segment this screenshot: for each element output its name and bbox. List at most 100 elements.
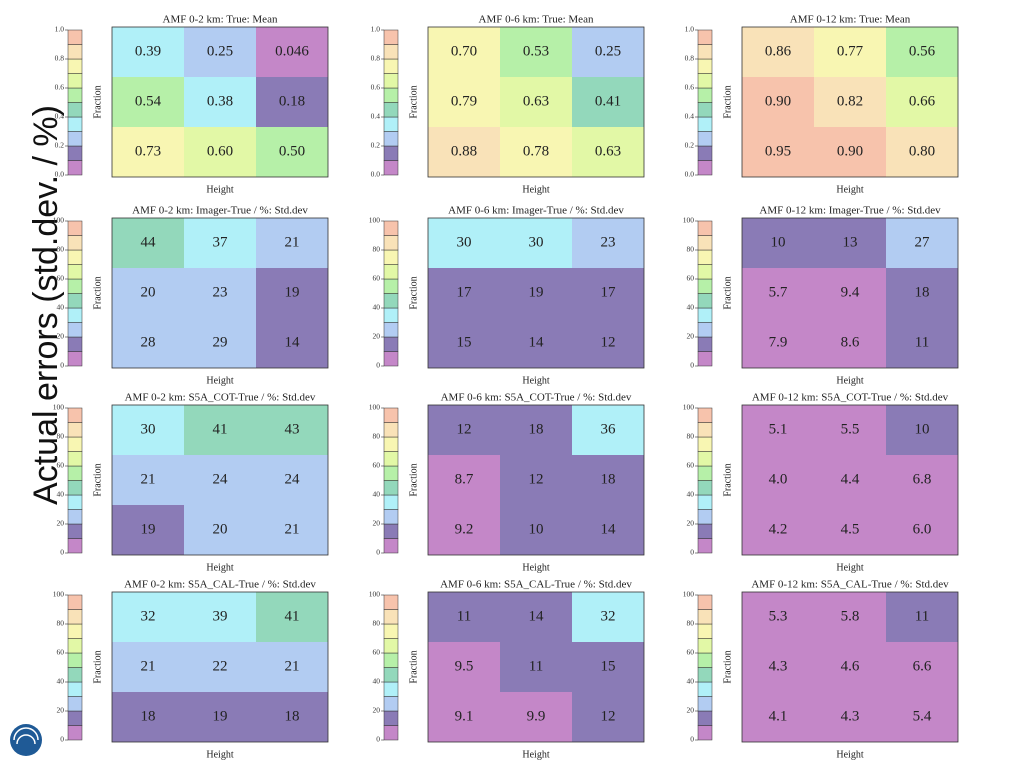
colorbar-segment bbox=[67, 436, 83, 452]
colorbar-tick-label: 100 bbox=[369, 216, 381, 225]
colorbar-tick-label: 40 bbox=[687, 677, 695, 686]
heatmap-cell bbox=[742, 405, 814, 455]
cell-label: 15 bbox=[601, 658, 616, 674]
cell-label: 0.54 bbox=[135, 93, 162, 109]
colorbar-tick-label: 60 bbox=[373, 648, 381, 657]
heatmap-cell bbox=[256, 77, 328, 127]
heatmap-cell bbox=[814, 218, 886, 268]
colorbar-tick-label: 0 bbox=[60, 361, 64, 370]
cell-label: 41 bbox=[285, 608, 300, 624]
heatmap-cell bbox=[886, 218, 958, 268]
colorbar-segment bbox=[383, 73, 399, 89]
colorbar-tick-label: 0 bbox=[690, 735, 694, 744]
colorbar-tick-label: 0.6 bbox=[685, 83, 695, 92]
heatmap-cell bbox=[500, 77, 572, 127]
cell-label: 0.70 bbox=[451, 43, 477, 59]
x-axis-label: Height bbox=[206, 562, 233, 573]
heatmap-cell bbox=[184, 127, 256, 177]
heatmap-cell bbox=[742, 592, 814, 642]
colorbar-segment bbox=[67, 160, 83, 176]
heatmap-cell bbox=[814, 455, 886, 505]
cell-label: 12 bbox=[601, 708, 616, 724]
cell-label: 4.0 bbox=[769, 471, 788, 487]
colorbar-tick-label: 0 bbox=[690, 361, 694, 370]
cell-label: 21 bbox=[285, 658, 300, 674]
cell-label: 18 bbox=[529, 421, 544, 437]
colorbar-segment bbox=[67, 235, 83, 251]
heatmap-cell bbox=[814, 268, 886, 318]
cell-label: 0.046 bbox=[275, 43, 309, 59]
cell-label: 13 bbox=[843, 234, 858, 250]
cell-label: 10 bbox=[915, 421, 930, 437]
cell-label: 32 bbox=[601, 608, 616, 624]
cell-label: 0.39 bbox=[135, 43, 161, 59]
colorbar-segment bbox=[67, 638, 83, 654]
colorbar-segment bbox=[697, 220, 713, 236]
heatmap-cell bbox=[742, 268, 814, 318]
x-axis-label: Height bbox=[522, 562, 549, 573]
heatmap-cell bbox=[500, 27, 572, 77]
colorbar-segment bbox=[383, 725, 399, 741]
heatmap-cell bbox=[256, 505, 328, 555]
colorbar-segment bbox=[697, 422, 713, 438]
cell-label: 14 bbox=[285, 334, 301, 350]
colorbar-segment bbox=[697, 638, 713, 654]
colorbar-segment bbox=[383, 638, 399, 654]
cell-label: 20 bbox=[141, 284, 156, 300]
cell-label: 0.25 bbox=[207, 43, 233, 59]
colorbar-tick-label: 100 bbox=[683, 216, 695, 225]
colorbar-tick-label: 40 bbox=[57, 490, 65, 499]
colorbar-segment bbox=[697, 264, 713, 280]
colorbar-tick-label: 80 bbox=[57, 432, 65, 441]
cell-label: 14 bbox=[529, 334, 545, 350]
heatmap-cell bbox=[428, 592, 500, 642]
colorbar-tick-label: 40 bbox=[57, 677, 65, 686]
colorbar-segment bbox=[67, 278, 83, 294]
colorbar-segment bbox=[67, 336, 83, 352]
cell-label: 19 bbox=[285, 284, 300, 300]
colorbar-segment bbox=[697, 609, 713, 625]
cell-label: 0.38 bbox=[207, 93, 233, 109]
colorbar-segment bbox=[383, 509, 399, 525]
cell-label: 21 bbox=[285, 521, 300, 537]
cell-label: 4.6 bbox=[841, 658, 860, 674]
x-axis-label: Height bbox=[206, 749, 233, 760]
colorbar-tick-label: 0.8 bbox=[371, 54, 381, 63]
cell-label: 24 bbox=[213, 471, 229, 487]
colorbar-segment bbox=[67, 465, 83, 481]
colorbar-segment bbox=[67, 509, 83, 525]
y-axis-label: Fraction bbox=[408, 650, 419, 683]
cell-label: 41 bbox=[213, 421, 228, 437]
cell-label: 36 bbox=[601, 421, 617, 437]
heatmap-cell bbox=[256, 692, 328, 742]
heatmap-cell bbox=[572, 318, 644, 368]
cell-label: 23 bbox=[601, 234, 616, 250]
cell-label: 20 bbox=[213, 521, 228, 537]
y-axis-label: Fraction bbox=[408, 463, 419, 496]
chart-title: AMF 0-6 km: True: Mean bbox=[479, 14, 594, 26]
colorbar-tick-label: 60 bbox=[687, 461, 695, 470]
y-axis-label: Fraction bbox=[92, 276, 103, 309]
heatmap-cell bbox=[742, 77, 814, 127]
heatmap-cell bbox=[500, 218, 572, 268]
cell-label: 11 bbox=[915, 608, 929, 624]
colorbar-tick-label: 80 bbox=[57, 619, 65, 628]
chart-title: AMF 0-12 km: Imager-True / %: Std.dev bbox=[759, 205, 941, 217]
cell-label: 11 bbox=[915, 334, 929, 350]
cell-label: 0.41 bbox=[595, 93, 621, 109]
colorbar-tick-label: 0.8 bbox=[55, 54, 65, 63]
colorbar-tick-label: 80 bbox=[373, 245, 381, 254]
heatmap-cell bbox=[572, 218, 644, 268]
colorbar-segment bbox=[697, 696, 713, 712]
cell-label: 0.50 bbox=[279, 143, 305, 159]
colorbar-segment bbox=[383, 710, 399, 726]
colorbar-segment bbox=[697, 436, 713, 452]
colorbar-segment bbox=[383, 336, 399, 352]
colorbar-segment bbox=[67, 73, 83, 89]
colorbar-tick-label: 100 bbox=[53, 216, 65, 225]
cell-label: 6.0 bbox=[913, 521, 932, 537]
heatmap-cell bbox=[112, 27, 184, 77]
y-axis-label: Fraction bbox=[408, 85, 419, 118]
cell-label: 4.3 bbox=[769, 658, 788, 674]
colorbar-segment bbox=[697, 249, 713, 265]
